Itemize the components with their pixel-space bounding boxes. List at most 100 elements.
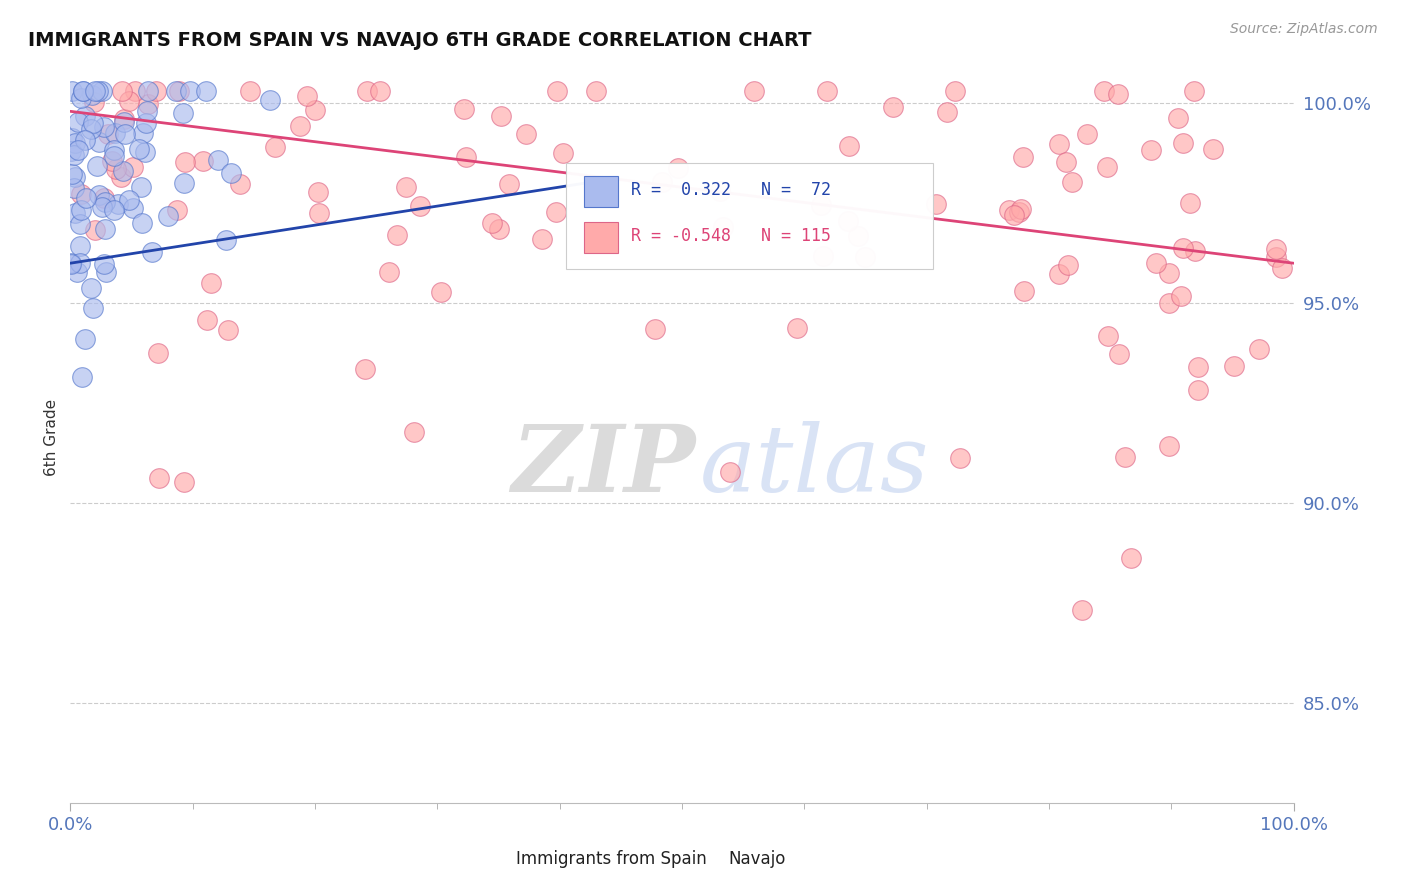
Point (1047, 267, 1070, 281)
Point (402, 425, 425, 439)
Point (1178, 196, 1201, 211)
Point (1167, 112, 1189, 126)
Point (69, 202, 91, 217)
Point (491, 109, 513, 123)
Point (1157, 266, 1180, 280)
Point (853, 250, 876, 264)
Point (377, 265, 399, 279)
Point (122, 201, 145, 215)
Point (936, 105, 959, 120)
Point (546, 84, 568, 98)
Point (709, 184, 731, 198)
Point (100, 154, 122, 169)
Point (456, 150, 478, 164)
Point (94, 265, 117, 279)
Point (63, 148, 86, 162)
Point (838, 139, 860, 153)
Point (75, 332, 97, 346)
Point (219, 166, 242, 180)
Point (83, 84, 105, 98)
Point (368, 84, 391, 98)
Point (103, 203, 125, 218)
Point (75, 133, 97, 147)
Point (488, 221, 510, 235)
Point (96, 127, 118, 141)
Point (1108, 347, 1130, 361)
Point (498, 177, 520, 191)
Point (544, 204, 567, 219)
Point (63, 136, 86, 151)
Point (1187, 383, 1209, 397)
Point (114, 128, 136, 142)
Point (530, 232, 553, 246)
Point (711, 220, 734, 235)
Point (1008, 204, 1031, 219)
Point (718, 465, 741, 479)
Text: R = -0.548   N = 115: R = -0.548 N = 115 (630, 227, 831, 245)
Point (1264, 242, 1286, 256)
Point (387, 227, 409, 242)
Point (551, 146, 574, 161)
Y-axis label: 6th Grade: 6th Grade (44, 399, 59, 475)
Point (1012, 150, 1035, 164)
Point (134, 145, 156, 159)
Point (195, 313, 218, 327)
Bar (583, 222, 619, 252)
Point (59, 144, 82, 158)
Point (59, 257, 82, 271)
Point (307, 185, 329, 199)
Point (1271, 260, 1294, 275)
Point (1060, 175, 1083, 189)
Point (453, 103, 475, 117)
Point (1012, 285, 1035, 299)
Point (135, 116, 157, 130)
Point (215, 233, 238, 247)
Point (1171, 136, 1194, 150)
Point (62, 181, 84, 195)
Point (354, 362, 377, 376)
Point (304, 103, 326, 117)
Text: R =  0.322   N =  72: R = 0.322 N = 72 (630, 181, 831, 199)
Point (60, 131, 83, 145)
Point (60, 167, 83, 181)
Point (1173, 241, 1195, 255)
Point (82, 116, 104, 130)
Point (1047, 137, 1070, 152)
Point (63, 170, 86, 185)
Point (943, 84, 966, 98)
Point (148, 471, 170, 485)
Point (1264, 250, 1286, 264)
Point (94, 222, 117, 236)
Point (89, 135, 111, 149)
Point (69, 239, 91, 253)
Point (72, 84, 94, 98)
Point (118, 94, 141, 108)
Point (1159, 295, 1181, 310)
Point (165, 84, 187, 98)
Point (195, 84, 218, 98)
Point (1054, 155, 1077, 169)
Point (79, 281, 101, 295)
Point (395, 180, 418, 194)
Point (651, 175, 673, 189)
Point (66, 143, 89, 157)
Text: ZIP: ZIP (510, 421, 695, 511)
Point (70, 370, 93, 384)
Point (356, 84, 378, 98)
Point (1184, 244, 1206, 258)
Point (308, 206, 330, 220)
Point (949, 450, 972, 465)
Point (118, 193, 141, 207)
Point (84, 223, 107, 237)
Point (1222, 359, 1244, 373)
Point (810, 198, 832, 212)
Point (112, 112, 135, 126)
Point (1247, 343, 1270, 357)
Point (80, 88, 103, 103)
Point (66, 265, 89, 279)
Point (742, 84, 765, 98)
Point (1202, 142, 1225, 156)
Point (122, 160, 145, 174)
Point (93, 194, 115, 209)
Point (200, 276, 222, 290)
